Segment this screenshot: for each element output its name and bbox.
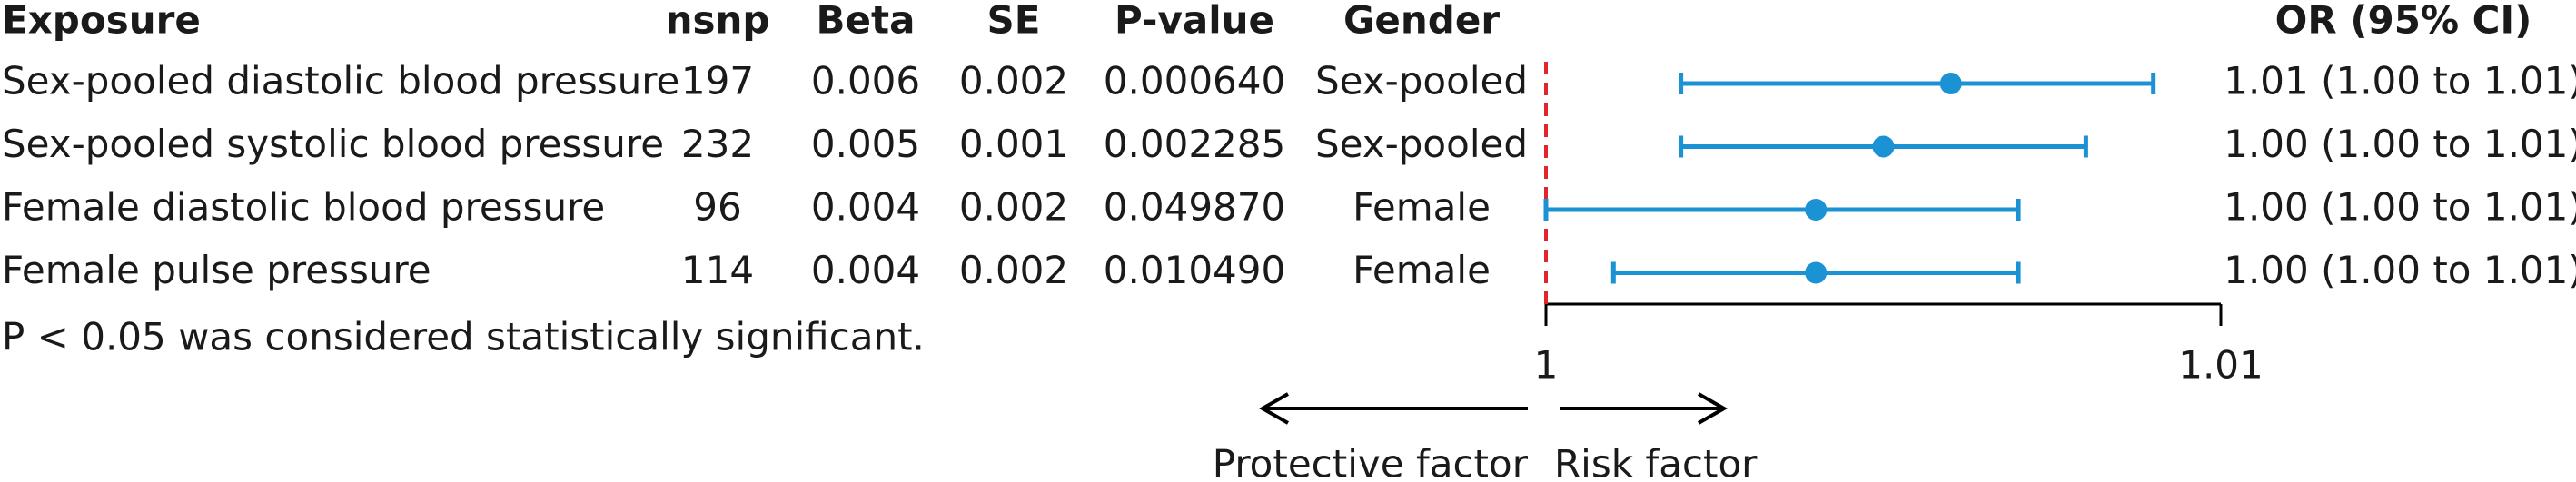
table-cell: 0.002: [959, 185, 1068, 230]
column-header: OR (95% CI): [2275, 0, 2532, 43]
table-cell: Sex-pooled systolic blood pressure: [2, 122, 664, 166]
table-cell: Female pulse pressure: [2, 248, 431, 292]
footnote: P < 0.05 was considered statistically si…: [2, 315, 925, 359]
table-cell: 1.00 (1.00 to 1.01): [2224, 248, 2576, 292]
right-label: Risk factor: [1554, 442, 1758, 482]
table-cell: Female diastolic blood pressure: [2, 185, 605, 230]
column-header: P-value: [1115, 0, 1274, 43]
table-cell: Female: [1352, 248, 1491, 292]
column-header: Gender: [1343, 0, 1500, 43]
table-cell: 0.006: [811, 59, 920, 103]
table-cell: 0.049870: [1104, 185, 1285, 230]
table-cell: 1.00 (1.00 to 1.01): [2224, 185, 2576, 230]
table-cell: 0.002: [959, 59, 1068, 103]
table-cell: Sex-pooled diastolic blood pressure: [2, 59, 679, 103]
table-cell: 197: [681, 59, 754, 103]
table-cell: 232: [681, 122, 754, 166]
column-header: nsnp: [666, 0, 770, 43]
left-label: Protective factor: [1213, 442, 1529, 482]
table-cell: 0.004: [811, 185, 920, 230]
column-header: Beta: [817, 0, 916, 43]
arrows: [1258, 392, 1729, 425]
point-estimate: [1939, 73, 1962, 94]
right-arrow: [1560, 392, 1729, 425]
table-cell: Sex-pooled: [1315, 59, 1528, 103]
table-cell: 114: [681, 248, 754, 292]
table-cell: 0.002285: [1104, 122, 1285, 166]
table-cell: 96: [693, 185, 741, 230]
table-cell: 1.00 (1.00 to 1.01): [2224, 122, 2576, 166]
table-cell: 0.001: [959, 122, 1068, 166]
table-cell: Sex-pooled: [1315, 122, 1528, 166]
x-tick-label: 1: [1534, 343, 1559, 388]
table-cell: 0.005: [811, 122, 920, 166]
column-header: Exposure: [2, 0, 201, 43]
point-estimate: [1805, 199, 1828, 221]
table-cell: 0.010490: [1104, 248, 1285, 292]
x-tick-label: 1.01: [2178, 343, 2264, 388]
left-arrow: [1258, 392, 1528, 425]
column-header: SE: [987, 0, 1041, 43]
table-cell: 0.004: [811, 248, 920, 292]
table-cell: 0.002: [959, 248, 1068, 292]
table-cell: 1.01 (1.00 to 1.01): [2224, 59, 2576, 103]
table-cell: 0.000640: [1104, 59, 1285, 103]
point-estimate: [1805, 261, 1828, 284]
point-estimate: [1872, 135, 1895, 158]
table-cell: Female: [1352, 185, 1491, 230]
